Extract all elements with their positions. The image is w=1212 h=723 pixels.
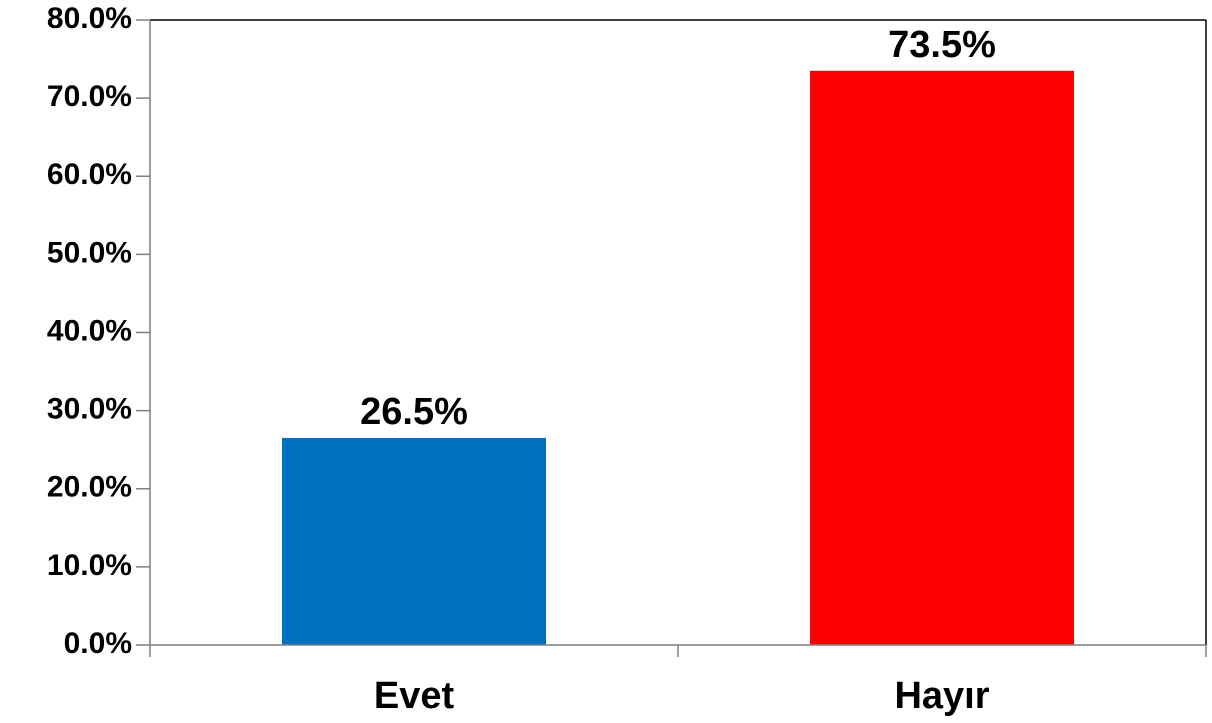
bar-hayir bbox=[810, 70, 1074, 645]
bar-value-label: 26.5% bbox=[360, 391, 468, 433]
y-tick-label: 20.0% bbox=[47, 471, 132, 504]
bar-value-label: 73.5% bbox=[888, 24, 996, 66]
y-tick-label: 80.0% bbox=[47, 2, 132, 35]
plot-frame bbox=[149, 19, 1207, 646]
y-tick-label: 70.0% bbox=[47, 80, 132, 113]
data-labels: 26.5% 73.5% bbox=[360, 24, 996, 433]
y-tick-label: 30.0% bbox=[47, 393, 132, 426]
x-tick-label: Evet bbox=[374, 675, 455, 717]
y-axis-ticks: 0.0% 10.0% 20.0% 30.0% 40.0% 50.0% 60.0% 70.0% 8… bbox=[47, 2, 150, 660]
y-tick-label: 60.0% bbox=[47, 158, 132, 191]
bar-evet bbox=[282, 437, 546, 645]
y-tick-label: 10.0% bbox=[47, 549, 132, 582]
y-tick-label: 40.0% bbox=[47, 314, 132, 347]
bars bbox=[282, 70, 1074, 645]
x-tick-label: Hayır bbox=[894, 675, 989, 717]
y-tick-label: 0.0% bbox=[64, 627, 132, 660]
x-axis-ticks: Evet Hayır bbox=[149, 645, 1207, 717]
y-tick-label: 50.0% bbox=[47, 236, 132, 269]
